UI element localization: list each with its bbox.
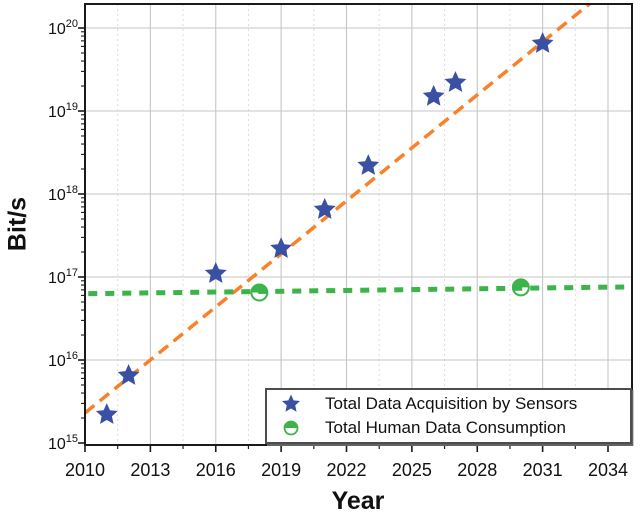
x-axis-title: Year — [331, 487, 385, 515]
trend-line-dashed — [86, 4, 592, 415]
x-tick-label: 2034 — [588, 460, 628, 480]
data-point-star — [531, 32, 554, 53]
y-axis-title: Bit/s — [3, 196, 32, 252]
y-tick-label: 1016 — [48, 350, 78, 370]
x-tick-label: 2022 — [326, 460, 366, 480]
legend-label-human: Total Human Data Consumption — [325, 418, 566, 437]
y-tick-label: 1019 — [48, 101, 78, 121]
x-tick-label: 2016 — [196, 460, 236, 480]
legend-item-sensors: Total Data Acquisition by Sensors — [267, 392, 630, 416]
legend: Total Data Acquisition by Sensors Total … — [265, 388, 632, 444]
y-tick-label: 1020 — [48, 18, 78, 38]
x-tick-label: 2025 — [392, 460, 432, 480]
y-tick-label: 1018 — [48, 184, 78, 204]
x-tick-label: 2013 — [130, 460, 170, 480]
data-point-star — [95, 403, 118, 424]
half-circle-icon — [283, 420, 299, 436]
data-point-star — [270, 237, 293, 258]
legend-item-human: Total Human Data Consumption — [267, 416, 630, 440]
data-point-star — [444, 71, 467, 92]
x-tick-label: 2019 — [261, 460, 301, 480]
data-point-star — [313, 198, 336, 219]
star-icon — [281, 394, 301, 412]
data-point-star — [357, 154, 380, 175]
y-tick-label: 1015 — [48, 433, 78, 453]
x-tick-label: 2028 — [457, 460, 497, 480]
plot-frame — [84, 3, 633, 446]
legend-label-sensors: Total Data Acquisition by Sensors — [325, 394, 578, 413]
y-tick-label: 1017 — [48, 267, 78, 287]
data-point-star — [117, 364, 140, 385]
x-tick-label: 2010 — [65, 460, 105, 480]
x-tick-label: 2031 — [523, 460, 563, 480]
trend-line-dotted — [88, 284, 630, 297]
data-point-star — [204, 262, 227, 283]
data-point-star — [422, 84, 445, 106]
